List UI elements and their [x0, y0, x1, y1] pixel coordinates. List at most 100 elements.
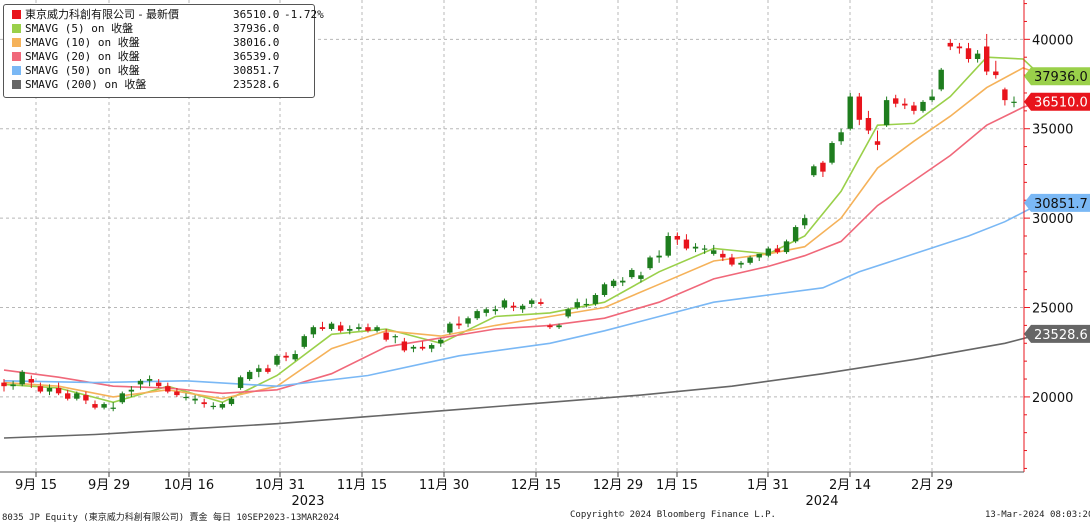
x-tick-label: 10月 31 — [255, 478, 305, 493]
candle-body — [574, 302, 580, 308]
candle-body — [19, 371, 25, 385]
candle-body — [519, 305, 526, 310]
candle-body — [711, 250, 717, 254]
candle-body — [701, 248, 708, 250]
candle-body — [902, 103, 908, 106]
x-axis-ticks: 9月 15 9月 29 10月 16 10月 31 11月 15 11月 30 12月 15… — [0, 471, 1024, 509]
candle-body — [938, 69, 944, 90]
candle-body — [956, 46, 963, 49]
candle-body — [192, 398, 198, 401]
series-line — [3, 202, 1042, 388]
legend-swatch-sma200 — [12, 80, 21, 89]
candle-body — [337, 325, 344, 331]
candle-body — [1011, 101, 1017, 103]
legend-change-price: -1.72% — [284, 8, 324, 21]
candle-body — [392, 336, 398, 338]
candle-body — [610, 280, 617, 287]
candle-body — [183, 396, 189, 399]
candle-body — [128, 389, 135, 392]
x-tick-label: 10月 16 — [164, 478, 214, 493]
candle-body — [720, 253, 726, 258]
candle-body — [64, 393, 71, 399]
candle-body — [28, 379, 34, 383]
footer-security-info: 8035 JP Equity (東京威力科創有限公司) 賣金 每日 10SEP2… — [2, 513, 340, 523]
candle-body — [747, 257, 753, 263]
candle-body — [201, 402, 207, 405]
series-line — [3, 100, 1042, 395]
candle-body — [929, 96, 935, 101]
candle-body — [228, 398, 235, 405]
candle-body — [110, 407, 116, 409]
candle-body — [984, 46, 990, 72]
candle-body — [947, 42, 954, 47]
value-tag-bg — [1024, 193, 1090, 212]
candle-body — [10, 384, 16, 387]
candle-body — [292, 354, 298, 360]
candle-body — [447, 323, 453, 333]
candle-body — [92, 404, 98, 408]
value-tag-label: 23528.6 — [1034, 328, 1088, 343]
candle-body — [756, 253, 762, 258]
legend-value-sma20: 36539.0 — [233, 50, 280, 63]
legend-row-sma5: SMAVG (5) on 收盤 37936.0 — [8, 22, 308, 35]
candle-body — [256, 368, 262, 372]
candle-body — [483, 309, 489, 313]
series-line — [3, 56, 1042, 404]
candlesticks — [1, 33, 1017, 412]
candle-body — [847, 96, 853, 129]
series-line — [3, 333, 1042, 439]
candle-body — [820, 162, 826, 172]
legend-label-sma10: SMAVG (10) on 收盤 — [25, 36, 140, 49]
candle-body — [274, 355, 280, 365]
legend-row-sma10: SMAVG (10) on 收盤 38016.0 — [8, 36, 308, 49]
candle-body — [328, 323, 335, 329]
candle-body — [74, 393, 80, 399]
legend-label-price: 東京威力科創有限公司 - 最新價 — [25, 8, 179, 21]
year-label: 2023 — [291, 494, 324, 509]
candle-body — [165, 386, 171, 392]
candle-body — [237, 377, 244, 388]
x-tick-label: 12月 15 — [511, 478, 561, 493]
legend-row-sma50: SMAVG (50) on 收盤 30851.7 — [8, 64, 308, 77]
candle-body — [374, 327, 380, 331]
value-tag-bg — [1024, 92, 1090, 111]
candle-body — [146, 379, 153, 381]
candle-body — [592, 295, 599, 304]
y-tick-label: 35000 — [1032, 123, 1073, 138]
legend-swatch-sma5 — [12, 24, 21, 33]
candle-body — [538, 302, 544, 304]
candle-body — [856, 96, 863, 120]
candle-body — [46, 387, 53, 392]
candle-body — [729, 257, 735, 265]
legend-swatch-sma50 — [12, 66, 21, 75]
candle-body — [583, 303, 590, 306]
candle-body — [601, 284, 608, 295]
candle-body — [765, 248, 772, 256]
candle-body — [829, 143, 835, 163]
candle-body — [783, 241, 790, 253]
candle-body — [565, 309, 571, 317]
value-tag-label: 30851.7 — [1034, 197, 1088, 212]
candle-body — [347, 328, 353, 331]
candle-body — [920, 101, 926, 111]
legend-value-price: 36510.0 — [233, 8, 280, 21]
y-tick-label: 25000 — [1032, 302, 1073, 317]
candle-body — [119, 393, 125, 403]
candle-body — [383, 332, 389, 340]
candle-body — [246, 371, 253, 380]
candle-body — [419, 346, 426, 349]
legend-swatch-sma10 — [12, 38, 21, 47]
y-tick-label: 30000 — [1032, 212, 1073, 227]
legend-swatch-sma20 — [12, 52, 21, 61]
candle-body — [974, 53, 981, 59]
candle-body — [1002, 89, 1008, 101]
candle-body — [310, 327, 317, 335]
legend-label-sma50: SMAVG (50) on 收盤 — [25, 64, 140, 77]
candle-body — [410, 346, 417, 349]
candle-body — [665, 236, 671, 256]
legend-swatch-price — [12, 10, 21, 19]
candle-body — [465, 318, 471, 324]
candle-body — [865, 118, 872, 131]
value-tag-label: 36510.0 — [1034, 96, 1088, 111]
legend-row-sma200: SMAVG (200) on 收盤 23528.6 — [8, 78, 308, 91]
